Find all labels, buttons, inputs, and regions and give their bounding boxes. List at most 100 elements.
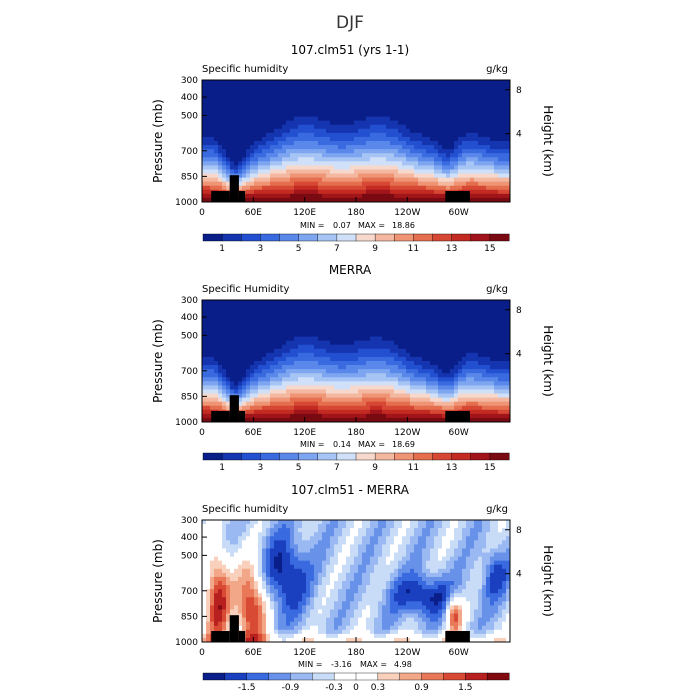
field-cell [438,356,443,362]
field-cell [474,120,479,126]
field-cell [250,124,255,130]
field-cell [206,344,211,350]
field-cell [422,332,427,337]
field-cell [370,520,375,525]
field-cell [314,169,319,174]
field-cell [394,100,399,105]
field-cell [262,157,267,162]
field-cell [306,149,311,154]
field-cell [202,356,207,362]
field-cell [202,352,207,358]
field-cell [490,381,495,386]
field-cell [270,417,275,423]
field-cell [266,381,271,386]
field-cell [426,132,431,138]
field-cell [478,365,483,370]
field-cell [466,300,471,305]
field-cell [322,393,327,398]
field-cell [282,300,287,305]
field-cell [330,320,335,325]
field-cell [214,397,219,403]
field-cell [298,348,303,354]
field-cell [442,312,447,317]
field-cell [418,112,423,117]
field-cell [418,80,423,85]
field-cell [482,132,487,138]
field-cell [358,300,363,305]
field-cell [246,177,251,183]
field-cell [486,304,491,309]
field-cell [454,169,459,174]
field-cell [378,189,383,195]
field-cell [362,308,367,313]
field-cell [426,336,431,342]
field-cell [382,352,387,358]
field-cell [342,316,347,321]
field-cell [318,356,323,362]
field-cell [258,141,263,146]
field-cell [278,409,283,415]
field-cell [374,104,379,109]
field-cell [314,173,319,178]
field-cell [322,185,327,191]
field-cell [382,336,387,342]
field-cell [222,320,227,325]
field-cell [222,181,227,187]
field-cell [238,393,243,398]
field-cell [326,145,331,150]
field-cell [438,381,443,386]
field-cell [314,401,319,407]
field-cell [298,120,303,126]
field-cell [486,141,491,146]
field-cell [406,96,411,101]
field-cell [342,389,347,394]
field-cell [502,393,507,398]
field-cell [470,177,475,183]
field-cell [210,92,215,97]
field-cell [282,365,287,370]
field-cell [498,153,503,158]
field-cell [222,385,227,390]
field-cell [262,165,267,170]
field-cell [450,312,455,317]
field-cell [302,153,307,158]
field-cell [482,356,487,362]
field-cell [414,304,419,309]
field-cell [430,417,435,423]
field-cell [226,177,231,183]
field-cell [326,84,331,89]
field-cell [426,141,431,146]
field-cell [234,381,239,386]
field-cell [490,124,495,130]
field-cell [454,92,459,97]
field-cell [310,149,315,154]
field-cell [370,524,375,529]
field-cell [318,316,323,321]
field-cell [334,181,339,187]
field-cell [218,389,223,394]
field-cell [402,124,407,130]
field-cell [318,116,323,122]
field-cell [246,80,251,85]
field-cell [498,352,503,358]
field-cell [298,112,303,117]
field-cell [294,149,299,154]
field-cell [306,300,311,305]
field-cell [254,524,259,529]
field-cell [334,377,339,382]
field-cell [226,381,231,386]
field-cell [506,409,511,415]
field-cell [350,165,355,170]
field-cell [398,100,403,105]
field-cell [374,389,379,394]
field-cell [306,161,311,166]
field-cell [386,340,391,346]
field-cell [462,132,467,138]
field-cell [434,304,439,309]
field-cell [446,108,451,113]
field-cell [430,304,435,309]
field-cell [398,385,403,390]
field-cell [382,120,387,126]
field-cell [230,324,235,329]
field-cell [478,373,483,378]
